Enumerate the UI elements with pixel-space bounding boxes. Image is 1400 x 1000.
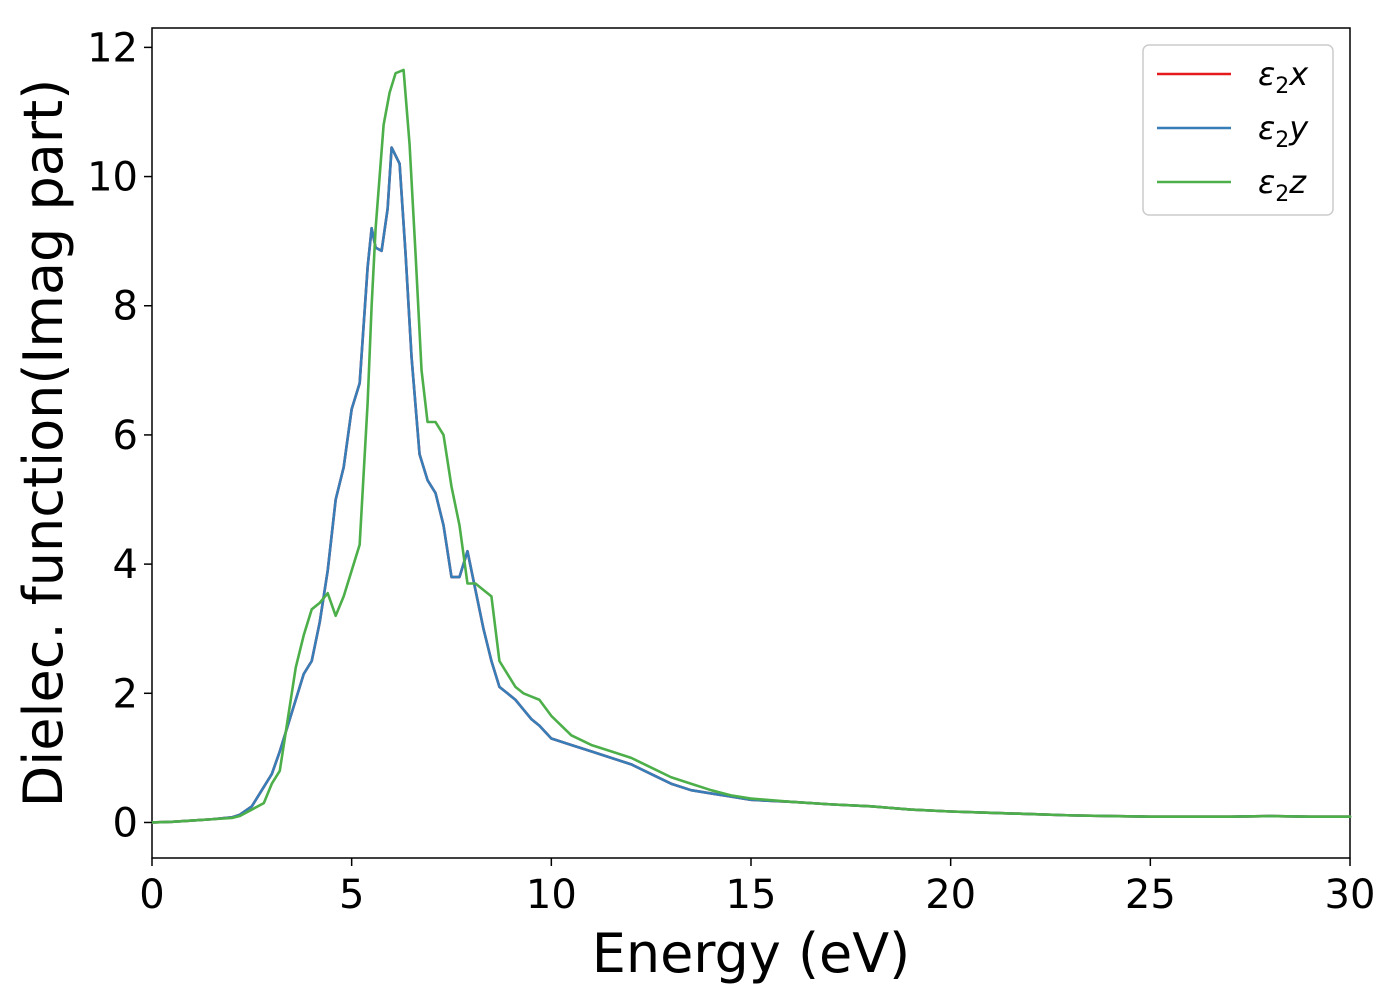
y-tick-label: 2 [113, 671, 138, 717]
y-tick-label: 12 [87, 25, 138, 71]
x-tick-label: 20 [925, 872, 976, 918]
y-tick-label: 10 [87, 155, 138, 201]
x-tick-label: 5 [339, 872, 364, 918]
x-axis-label: Energy (eV) [592, 922, 911, 985]
x-tick-label: 0 [139, 872, 164, 918]
legend-entry-label: ε2z [1258, 163, 1307, 207]
x-tick-label: 25 [1125, 872, 1176, 918]
y-axis-label: Dielec. function(Imag part) [12, 79, 75, 808]
y-tick-label: 8 [113, 284, 138, 330]
y-axis-ticks: 0 2 4 6 8 10 12 [87, 25, 152, 846]
x-tick-label: 30 [1325, 872, 1376, 918]
x-tick-label: 10 [526, 872, 577, 918]
legend-box [1142, 44, 1334, 216]
legend-entry-label: ε2y [1258, 109, 1309, 153]
legend: ε2x ε2y ε2z [1142, 44, 1334, 216]
x-axis-ticks: 0 5 10 15 20 25 30 [139, 858, 1375, 918]
x-tick-label: 15 [726, 872, 777, 918]
series-line-3 [150, 68, 1352, 824]
y-tick-label: 4 [113, 542, 138, 588]
y-tick-label: 6 [113, 413, 138, 459]
y-tick-label: 0 [113, 800, 138, 846]
legend-entry-label: ε2x [1258, 55, 1309, 99]
series-layer [150, 68, 1352, 824]
legend-entries: ε2x ε2y ε2z [1157, 55, 1309, 207]
